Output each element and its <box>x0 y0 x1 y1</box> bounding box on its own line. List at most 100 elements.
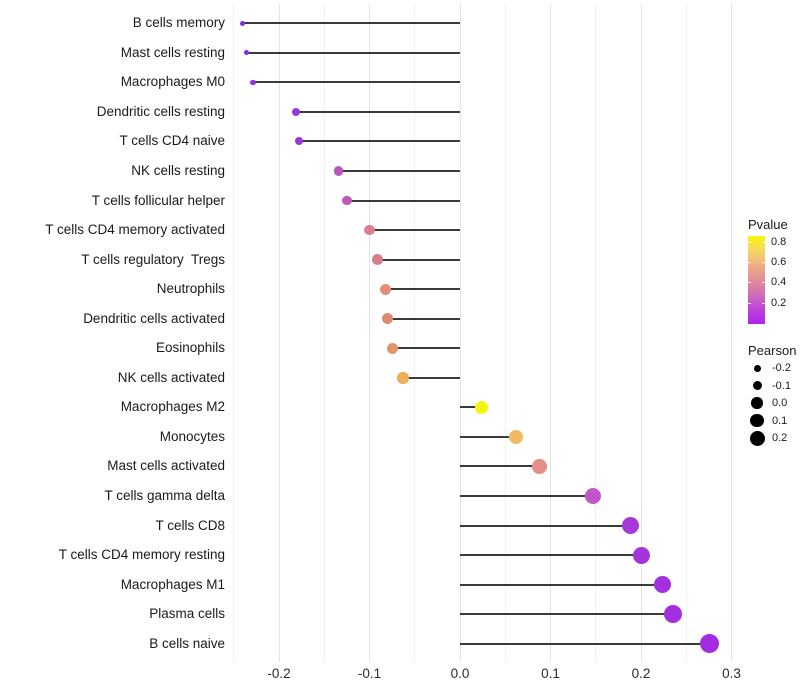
row-label: Macrophages M2 <box>120 399 225 415</box>
row-label: Macrophages M1 <box>120 576 225 592</box>
row-label: Mast cells resting <box>120 44 225 60</box>
lollipop-dot <box>333 166 344 176</box>
lollipop-stem <box>377 258 460 261</box>
x-major-gridline <box>550 4 551 662</box>
pearson-size-dot <box>753 364 761 372</box>
x-minor-gridline <box>414 4 416 662</box>
lollipop-stem <box>252 81 460 84</box>
lollipop-stem <box>369 229 460 232</box>
pearson-size-dot <box>752 381 762 390</box>
pvalue-tick-label: 0.2 <box>771 296 787 309</box>
lollipop-dot <box>342 195 352 206</box>
lollipop-dot <box>700 634 720 654</box>
x-major-gridline <box>459 4 461 662</box>
lollipop-stem <box>242 22 460 25</box>
lollipop-stem <box>460 642 710 645</box>
pvalue-tick-mark <box>762 261 765 263</box>
x-tick-label: -0.2 <box>267 666 291 681</box>
lollipop-stem <box>385 288 460 291</box>
row-label: NK cells activated <box>117 369 225 385</box>
lollipop-dot <box>382 313 394 325</box>
lollipop-stem <box>460 524 631 527</box>
row-label: NK cells resting <box>131 162 225 178</box>
row-label: Mast cells activated <box>107 458 225 474</box>
lollipop-dot <box>475 400 489 414</box>
lollipop-dot <box>294 137 303 146</box>
row-label: Monocytes <box>159 428 225 444</box>
lollipop-stem <box>460 613 673 616</box>
x-minor-gridline <box>685 4 687 662</box>
pearson-size-label: 0.1 <box>772 414 788 427</box>
pvalue-tick-label: 0.6 <box>771 255 787 268</box>
x-minor-gridline <box>323 4 325 662</box>
lollipop-dot <box>386 342 398 354</box>
lollipop-stem <box>460 465 540 468</box>
lollipop-dot <box>509 429 524 444</box>
lollipop-stem <box>298 140 460 143</box>
row-label: Dendritic cells activated <box>83 310 225 326</box>
row-label: Plasma cells <box>149 606 225 622</box>
lollipop-stem <box>387 317 460 320</box>
lollipop-dot <box>663 605 682 624</box>
x-tick-label: 0.3 <box>722 666 741 681</box>
lollipop-stem <box>460 583 663 586</box>
pearson-legend-title: Pearson <box>748 343 797 358</box>
row-label: B cells memory <box>132 15 225 31</box>
pvalue-tick-mark <box>762 241 765 243</box>
lollipop-dot <box>240 20 246 26</box>
pvalue-tick-mark <box>748 261 751 263</box>
lollipop-dot <box>250 79 256 86</box>
row-label: T cells CD4 naive <box>119 133 225 149</box>
lollipop-dot <box>364 224 375 236</box>
lollipop-stem <box>296 110 460 113</box>
x-minor-gridline <box>504 4 506 662</box>
lollipop-stem <box>460 554 642 557</box>
lollipop-stem <box>402 376 460 379</box>
pearson-size-dot <box>751 397 763 409</box>
pvalue-tick-mark <box>748 241 751 243</box>
x-major-gridline <box>731 4 732 662</box>
pvalue-tick-mark <box>748 282 751 284</box>
x-tick-label: 0.2 <box>631 666 651 681</box>
row-label: Dendritic cells resting <box>96 103 225 119</box>
lollipop-stem <box>346 199 460 202</box>
row-label: Macrophages M0 <box>120 74 225 90</box>
row-label: B cells naive <box>149 635 225 651</box>
x-tick-label: 0.0 <box>450 666 470 681</box>
lollipop-stem <box>460 435 517 438</box>
pvalue-tick-mark <box>748 302 751 304</box>
pearson-size-label: 0.0 <box>772 397 788 409</box>
lollipop-dot <box>380 283 392 295</box>
lollipop-dot <box>532 459 547 474</box>
lollipop-dot <box>397 372 409 384</box>
lollipop-dot <box>243 50 249 56</box>
x-major-gridline <box>640 4 642 662</box>
row-label: Eosinophils <box>155 340 225 356</box>
row-label: T cells CD4 memory activated <box>45 222 225 238</box>
lollipop-dot <box>585 488 602 504</box>
pvalue-tick-label: 0.4 <box>771 276 787 289</box>
lollipop-stem <box>246 51 460 54</box>
pvalue-tick-mark <box>762 302 765 304</box>
row-label: T cells gamma delta <box>104 488 225 503</box>
pearson-size-dot <box>749 430 765 446</box>
lollipop-dot <box>292 107 301 116</box>
lollipop-dot <box>372 254 383 265</box>
pearson-size-label: 0.2 <box>772 432 788 444</box>
pearson-size-dot <box>750 413 764 428</box>
pvalue-tick-mark <box>762 282 765 284</box>
x-minor-gridline <box>233 4 235 662</box>
lollipop-stem <box>460 406 482 409</box>
row-label: T cells CD8 <box>155 517 225 533</box>
pearson-size-label: -0.1 <box>772 379 791 392</box>
x-major-gridline <box>369 4 370 662</box>
pvalue-colorbar <box>748 236 765 324</box>
row-label: T cells regulatory Tregs <box>81 251 225 267</box>
pearson-size-label: -0.2 <box>772 362 791 374</box>
x-tick-label: -0.1 <box>357 666 382 681</box>
x-minor-gridline <box>595 4 597 662</box>
row-label: T cells follicular helper <box>91 192 225 208</box>
lollipop-dot <box>633 546 651 564</box>
row-label: Neutrophils <box>156 281 225 297</box>
lollipop-dot <box>621 517 639 535</box>
